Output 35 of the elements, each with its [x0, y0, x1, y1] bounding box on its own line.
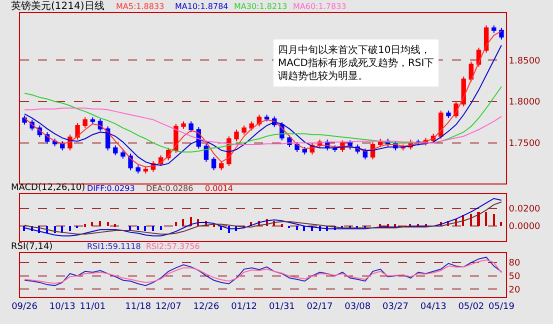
text: MA30:1.8213 [234, 2, 288, 11]
y-tick-label: 50 [508, 272, 521, 282]
text: 0.0014 [205, 184, 233, 193]
text: MA5:1.8833 [116, 2, 164, 11]
x-tick-label: 10/13 [49, 302, 76, 312]
text: MA10:1.8784 [175, 2, 228, 11]
text: RSI1:59.1118 [87, 242, 141, 251]
x-tick-label: 11/01 [80, 302, 106, 312]
text: DIFF:0.0293 [87, 184, 135, 193]
text: DEA:0.0286 [146, 184, 194, 193]
x-tick-label: 09/26 [12, 302, 38, 312]
y-tick-label: 20 [508, 285, 521, 296]
x-tick-label: 12/07 [155, 302, 182, 312]
chart-title: MACD(12,26,10) [11, 183, 86, 193]
chart-title: 英镑美元(1214)日线 [11, 0, 104, 12]
annotation: 四月中旬以来首次下破10日均线，MACD指标有形成死叉趋势，RSI下调趋势也较为明显。 [278, 44, 434, 82]
x-tick-label: 04/13 [420, 302, 446, 312]
chart-title: RSI(7,14) [11, 242, 53, 252]
x-tick-label: 01/31 [268, 302, 295, 312]
text: MA60:1.7833 [293, 2, 346, 11]
y-tick-label: 1.8500 [508, 56, 541, 66]
x-tick-label: 05/19 [488, 302, 515, 312]
x-tick-label: 01/12 [231, 302, 258, 312]
x-tick-label: 11/18 [125, 302, 152, 312]
x-tick-label: 02/17 [306, 302, 333, 312]
y-tick-label: 80 [508, 258, 521, 269]
y-tick-label: 0.0000 [508, 222, 541, 232]
x-tick-label: 12/26 [193, 302, 220, 312]
y-tick-label: 0.0200 [508, 204, 541, 214]
x-tick-label: 03/27 [382, 302, 408, 312]
y-tick-label: 1.7500 [508, 139, 541, 150]
text: RSI2:57.3756 [146, 242, 200, 251]
x-tick-label: 05/02 [458, 302, 484, 312]
x-tick-label: 03/08 [344, 302, 371, 312]
y-tick-label: 1.8000 [508, 98, 541, 108]
